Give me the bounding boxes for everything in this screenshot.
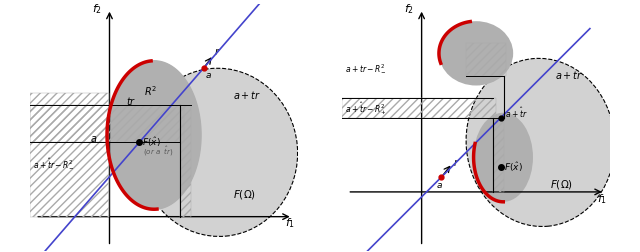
Text: $a + \hat{t}r - R_+^2$: $a + \hat{t}r - R_+^2$ xyxy=(345,100,387,117)
Ellipse shape xyxy=(474,113,533,202)
Text: $(or\ a\ \ \hat{t}r)$: $(or\ a\ \ \hat{t}r)$ xyxy=(143,144,174,157)
Text: $a + tr$: $a + tr$ xyxy=(556,69,584,81)
Text: $a + tr$: $a + tr$ xyxy=(233,88,262,101)
Text: $a + tr - R_-^2$: $a + tr - R_-^2$ xyxy=(345,62,387,75)
Bar xyxy=(466,44,506,76)
Text: $r$: $r$ xyxy=(214,46,221,57)
Text: $f_1$: $f_1$ xyxy=(597,191,607,205)
Text: $f_1$: $f_1$ xyxy=(285,216,295,230)
Text: $F(\hat{x})$: $F(\hat{x})$ xyxy=(141,135,161,148)
Text: $r$: $r$ xyxy=(453,156,460,168)
Ellipse shape xyxy=(107,61,201,209)
Text: ...: ... xyxy=(85,98,97,107)
Text: $tr$: $tr$ xyxy=(126,94,137,106)
Text: $a$: $a$ xyxy=(436,180,444,189)
Bar xyxy=(30,106,184,143)
Text: $f_2$: $f_2$ xyxy=(404,2,414,16)
Text: $a$: $a$ xyxy=(90,133,97,143)
Polygon shape xyxy=(112,61,201,209)
Text: $F(\Omega)$: $F(\Omega)$ xyxy=(233,188,256,201)
Bar xyxy=(342,99,496,118)
Ellipse shape xyxy=(439,22,513,86)
Text: $a + \hat{t}r$: $a + \hat{t}r$ xyxy=(505,105,527,119)
Text: $a$: $a$ xyxy=(205,71,211,80)
Ellipse shape xyxy=(139,69,298,236)
Text: $F(\hat{x})$: $F(\hat{x})$ xyxy=(504,159,522,173)
Text: $a + \hat{t}r - R_-^2$: $a + \hat{t}r - R_-^2$ xyxy=(33,156,75,171)
Bar xyxy=(180,106,191,217)
Bar xyxy=(493,118,504,192)
Ellipse shape xyxy=(466,59,614,227)
Text: $f_2$: $f_2$ xyxy=(92,2,102,16)
Text: $R^2$: $R^2$ xyxy=(144,84,157,98)
Text: $F(\Omega)$: $F(\Omega)$ xyxy=(550,178,573,191)
Bar xyxy=(30,93,109,217)
